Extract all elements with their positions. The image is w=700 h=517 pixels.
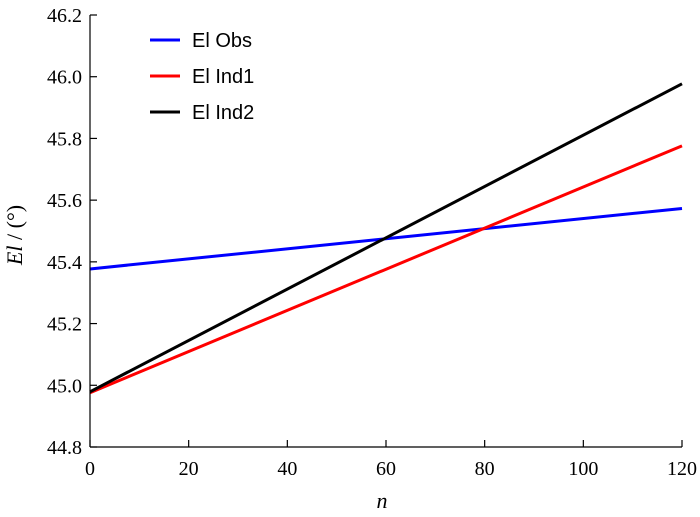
y-tick-label: 45.4	[47, 252, 82, 274]
legend-label-el-ind2: El Ind2	[192, 102, 254, 124]
y-tick-label: 45.2	[47, 314, 82, 336]
y-tick-label: 44.8	[47, 437, 82, 459]
x-tick-label: 120	[667, 458, 697, 480]
x-tick-label: 100	[568, 458, 598, 480]
y-axis-title-symbol: El	[2, 246, 27, 267]
series-line-el-ind2	[89, 82, 683, 394]
series-layer	[89, 82, 683, 395]
x-tick-label: 40	[277, 458, 297, 480]
y-tick-label: 45.0	[47, 375, 82, 397]
series-line-el-ind1	[89, 144, 683, 395]
x-tick-label: 0	[85, 458, 95, 480]
y-tick-label: 46.2	[47, 5, 82, 27]
legend: El Obs El Ind1 El Ind2	[150, 30, 254, 124]
axes-layer: 0 20 40 60 80 100 120 44.8 45.0 45.2 45.4 45.6 45.8 4…	[2, 5, 697, 513]
x-tick-label: 60	[376, 458, 396, 480]
y-axis-title: El / (°)	[2, 205, 27, 266]
y-tick-label: 45.6	[47, 190, 82, 212]
y-tick-label: 46.0	[47, 67, 82, 89]
y-tick-label: 45.8	[47, 128, 82, 150]
legend-label-el-obs: El Obs	[192, 30, 252, 52]
legend-label-el-ind1: El Ind1	[192, 66, 254, 88]
x-tick-label: 20	[179, 458, 199, 480]
y-axis-title-unit: / (°)	[2, 205, 27, 246]
x-tick-label: 80	[475, 458, 495, 480]
x-axis-title: n	[377, 488, 388, 513]
